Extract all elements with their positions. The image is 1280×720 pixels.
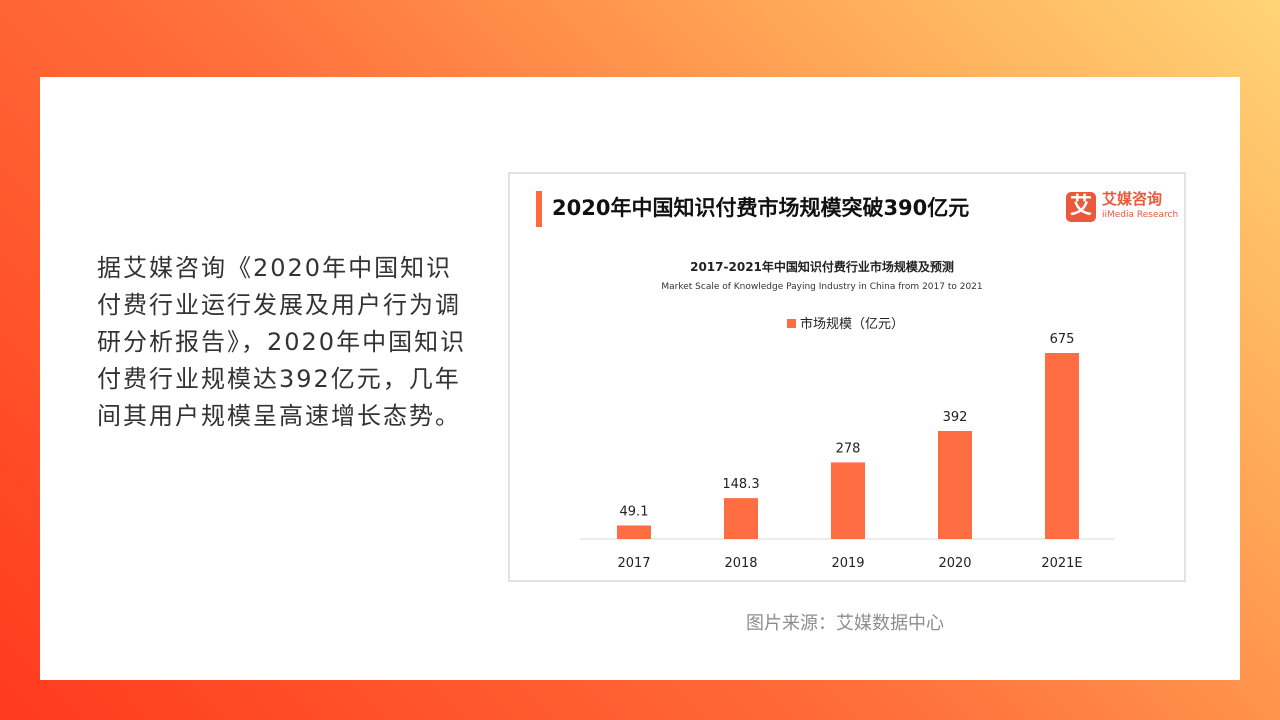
data-label-2020: 392 [943, 410, 968, 425]
x-tick-label-2020: 2020 [938, 556, 971, 571]
logo-name-en: iiMedia Research [1102, 210, 1179, 220]
legend-label: 市场规模（亿元） [800, 316, 904, 332]
bar-2019 [831, 462, 865, 539]
image-source-caption: 图片来源：艾媒数据中心 [746, 613, 944, 634]
x-tick-label-2018: 2018 [724, 556, 757, 571]
legend-swatch [787, 319, 796, 328]
x-tick-label-2021E: 2021E [1041, 556, 1082, 571]
bar-2017 [617, 525, 651, 539]
body-paragraph: 据艾媒咨询《2020年中国知识付费行业运行发展及用户行为调研分析报告》，2020… [97, 254, 467, 430]
bar-2020 [938, 430, 972, 539]
data-label-2018: 148.3 [722, 477, 759, 492]
bars-group: 49.1 2017 148.3 2018 278 2019 392 2020 675 2021E [617, 332, 1083, 571]
logo-name-cn: 艾媒咨询 [1102, 190, 1163, 208]
data-label-2021E: 675 [1050, 332, 1075, 347]
bar-2018 [724, 498, 758, 539]
chart-subtitle: Market Scale of Knowledge Paying Industr… [661, 282, 982, 292]
content-card: 据艾媒咨询《2020年中国知识付费行业运行发展及用户行为调研分析报告》，2020… [40, 77, 1240, 680]
data-label-2017: 49.1 [620, 504, 649, 519]
chart-title: 2017-2021年中国知识付费行业市场规模及预测 [690, 259, 954, 274]
headline-accent-bar [536, 191, 542, 227]
bar-chart: 2017-2021年中国知识付费行业市场规模及预测 Market Scale o… [580, 259, 1114, 571]
chart-headline: 2020年中国知识付费市场规模突破390亿元 [552, 196, 970, 220]
bar-2021E [1045, 353, 1079, 539]
logo-mark-icon: 艾 [1066, 192, 1096, 222]
x-tick-label-2017: 2017 [617, 556, 650, 571]
x-tick-label-2019: 2019 [831, 556, 864, 571]
chart-image-frame: 2020年中国知识付费市场规模突破390亿元 艾 艾媒咨询 iiMedia Re… [508, 172, 1186, 582]
data-label-2019: 278 [836, 441, 861, 456]
iimedia-logo: 艾 艾媒咨询 iiMedia Research [1066, 190, 1179, 226]
